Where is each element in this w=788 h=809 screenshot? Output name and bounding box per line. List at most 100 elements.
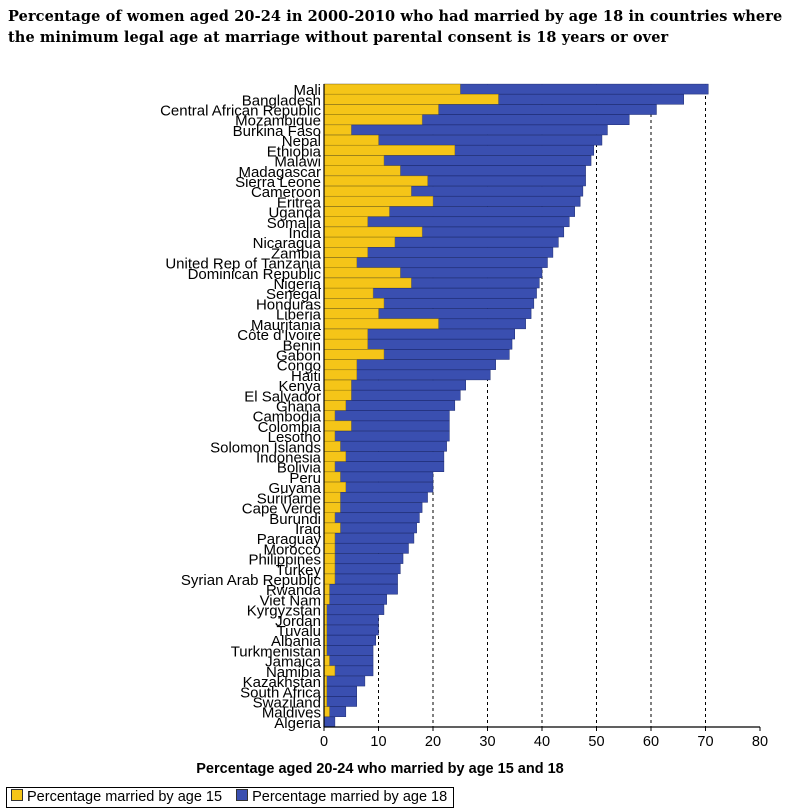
bar-age-15-10 bbox=[323, 185, 412, 197]
bar-age-15-33 bbox=[323, 420, 352, 432]
country-label: Uganda bbox=[268, 205, 321, 222]
x-tick-label: 50 bbox=[588, 734, 604, 750]
x-tick-label: 80 bbox=[752, 734, 768, 750]
bar-age-15-8 bbox=[323, 165, 401, 176]
bar-age-15-38 bbox=[323, 471, 341, 483]
country-label: Cape Verde bbox=[242, 501, 321, 518]
bar-age-15-9 bbox=[323, 175, 428, 187]
country-label: Philippines bbox=[248, 552, 321, 569]
bar-age-15-11 bbox=[323, 196, 434, 207]
bar-age-15-16 bbox=[323, 247, 368, 258]
bar-age-15-31 bbox=[323, 400, 346, 411]
country-label: Nicaragua bbox=[253, 235, 322, 252]
country-label: Eritrea bbox=[277, 194, 322, 211]
bar-age-15-4 bbox=[323, 124, 352, 136]
x-tick-label: 70 bbox=[697, 734, 713, 750]
bar-age-15-23 bbox=[323, 318, 439, 330]
country-label: Lesotho bbox=[268, 429, 321, 446]
bar-age-15-40 bbox=[323, 492, 341, 503]
x-tick-label: 10 bbox=[370, 734, 386, 750]
country-label: Albania bbox=[271, 633, 322, 650]
country-label: Bolivia bbox=[277, 460, 322, 477]
legend-swatch-age-15 bbox=[11, 789, 23, 801]
country-label: Congo bbox=[277, 358, 321, 375]
country-label: Burkina Faso bbox=[233, 123, 321, 140]
country-label: Somalia bbox=[267, 215, 322, 232]
bar-age-15-17 bbox=[323, 257, 357, 268]
x-tick-label: 20 bbox=[425, 734, 441, 750]
x-tick-label: 30 bbox=[479, 734, 495, 750]
bar-age-15-47 bbox=[323, 563, 336, 575]
country-label: Paraguay bbox=[257, 531, 322, 548]
legend-label-age-18: Percentage married by age 18 bbox=[252, 789, 448, 805]
country-label: Cameroon bbox=[251, 184, 321, 201]
bar-age-15-32 bbox=[323, 410, 336, 421]
bar-age-15-26 bbox=[323, 349, 385, 360]
bar-age-18-50 bbox=[323, 594, 387, 605]
bar-age-15-20 bbox=[323, 288, 374, 299]
bar-age-15-46 bbox=[323, 553, 336, 564]
country-label: Solomon Islands bbox=[210, 439, 321, 456]
country-label: Central African Republic bbox=[160, 103, 321, 120]
legend-swatch-age-18 bbox=[236, 789, 249, 801]
country-label: Indonesia bbox=[256, 450, 322, 467]
bar-age-18-53 bbox=[323, 624, 379, 636]
bar-age-15-7 bbox=[323, 155, 385, 166]
bar-age-15-44 bbox=[323, 532, 336, 544]
bar-age-15-39 bbox=[323, 481, 346, 493]
bar-age-15-30 bbox=[323, 390, 352, 401]
x-axis-label: Percentage aged 20-24 who married by age… bbox=[196, 761, 564, 777]
bar-age-15-45 bbox=[323, 543, 336, 554]
country-label: Jamaica bbox=[265, 654, 322, 671]
country-label: Nepal bbox=[282, 133, 321, 150]
country-label: Mozambique bbox=[235, 113, 321, 130]
bar-age-15-41 bbox=[323, 502, 341, 513]
country-label: Honduras bbox=[256, 296, 321, 313]
country-label: Guyana bbox=[268, 480, 321, 497]
bar-age-15-1 bbox=[323, 94, 499, 105]
bar-age-15-24 bbox=[323, 328, 368, 340]
x-tick-label: 60 bbox=[643, 734, 659, 750]
bar-age-15-3 bbox=[323, 114, 423, 125]
bar-age-18-46 bbox=[323, 553, 404, 564]
bar-age-18-55 bbox=[323, 645, 374, 656]
bar-age-15-42 bbox=[323, 512, 336, 523]
bar-age-15-14 bbox=[323, 226, 423, 238]
bar-age-15-48 bbox=[323, 573, 336, 585]
bar-age-18-60 bbox=[323, 696, 357, 707]
bar-age-18-54 bbox=[323, 634, 377, 646]
country-label: Turkmenistan bbox=[231, 643, 321, 660]
bar-age-15-56 bbox=[323, 655, 330, 666]
country-label: Senegal bbox=[266, 286, 321, 303]
bar-age-18-62 bbox=[323, 716, 336, 728]
bar-age-18-37 bbox=[323, 461, 445, 472]
country-label: Jordan bbox=[275, 613, 321, 630]
bar-age-18-17 bbox=[323, 257, 548, 268]
bar-age-15-28 bbox=[323, 369, 357, 381]
bar-age-15-19 bbox=[323, 277, 412, 289]
bar-age-15-18 bbox=[323, 267, 401, 279]
country-label: United Rep of Tanzania bbox=[165, 256, 321, 273]
country-label: Namibia bbox=[266, 664, 322, 681]
bar-age-15-34 bbox=[323, 430, 336, 442]
country-label: Madagascar bbox=[238, 164, 321, 181]
country-label: Turkey bbox=[276, 562, 322, 579]
country-label: Côte d'Ivoire bbox=[237, 327, 321, 344]
country-label: Morocco bbox=[263, 541, 321, 558]
country-label: Zambia bbox=[271, 245, 322, 262]
country-label: Syrian Arab Republic bbox=[181, 572, 322, 589]
country-label: Nigeria bbox=[273, 276, 321, 293]
bar-age-18-51 bbox=[323, 604, 385, 615]
legend-label-age-15: Percentage married by age 15 bbox=[27, 789, 223, 805]
bar-age-18-49 bbox=[323, 583, 398, 595]
bar-age-15-2 bbox=[323, 104, 439, 115]
bar-age-15-61 bbox=[323, 706, 330, 717]
country-label: Viet Nam bbox=[260, 592, 321, 609]
bar-age-18-35 bbox=[323, 441, 447, 452]
bar-age-15-29 bbox=[323, 379, 352, 391]
country-label: El Salvador bbox=[244, 388, 321, 405]
bar-age-15-27 bbox=[323, 359, 357, 370]
bar-age-15-36 bbox=[323, 451, 346, 462]
country-label: Maldives bbox=[262, 705, 321, 722]
